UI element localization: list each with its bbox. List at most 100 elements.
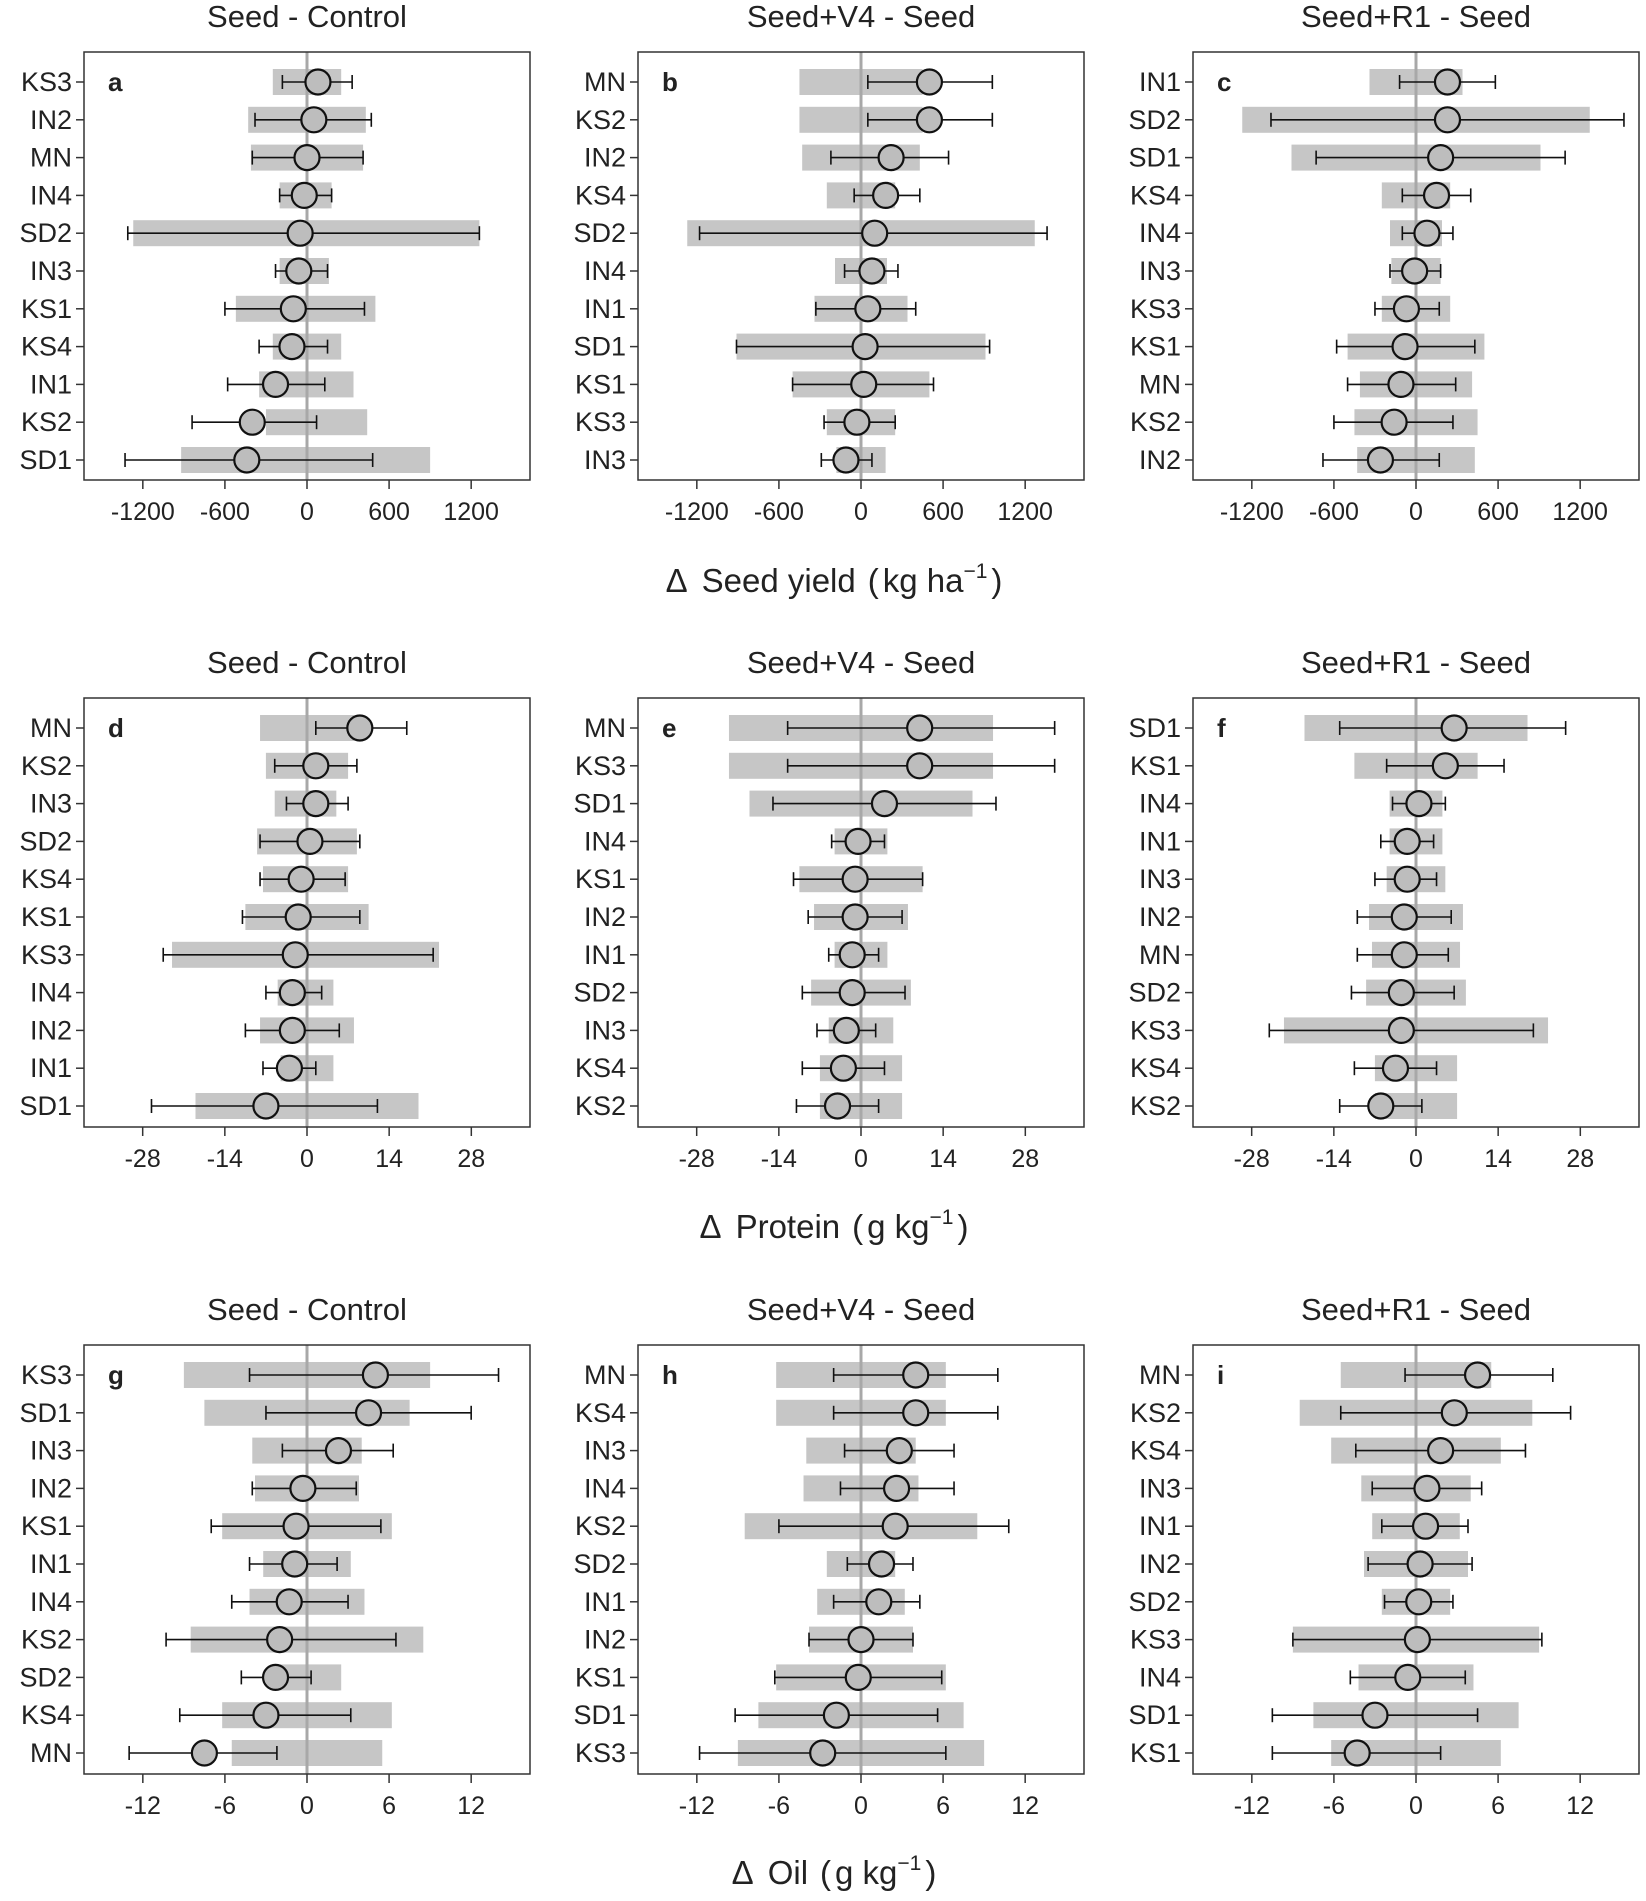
x-tick-label: -14: [1316, 1145, 1352, 1173]
x-tick-label: 600: [368, 498, 410, 526]
x-tick-label: -28: [679, 1145, 715, 1173]
mean-point-in2: [1406, 1550, 1434, 1578]
mean-point-in1: [1433, 68, 1462, 96]
x-tick-label: 0: [854, 498, 868, 526]
row-label: KS2: [575, 105, 626, 135]
mean-point-in1: [281, 1550, 309, 1578]
mean-point-sd2: [838, 978, 866, 1007]
mean-point-ks2: [302, 752, 330, 780]
panel-title: Seed - Control: [207, 1292, 407, 1327]
row-label: IN3: [30, 1436, 72, 1466]
mean-point-ks1: [844, 1663, 872, 1692]
row-label: IN1: [1139, 826, 1181, 856]
mean-point-ks2: [915, 106, 944, 134]
mean-point-in2: [289, 1474, 317, 1503]
mean-point-in4: [1413, 219, 1441, 247]
mean-point-ks2: [1380, 408, 1408, 436]
row-label: MN: [1139, 940, 1181, 970]
x-tick-label: -1200: [665, 498, 729, 526]
delta-symbol: Δ: [732, 1854, 754, 1891]
row-label: IN1: [584, 1587, 626, 1617]
mean-point-ks1: [282, 1512, 310, 1540]
mean-point-in4: [278, 978, 306, 1007]
row-label: KS4: [575, 1398, 626, 1428]
row-label: KS1: [575, 864, 626, 894]
mean-point-mn: [293, 144, 321, 172]
x-tick-label: -600: [754, 498, 804, 526]
panel-title: Seed - Control: [207, 645, 407, 680]
row-label: IN4: [30, 180, 72, 210]
x-tick-label: -1200: [111, 498, 175, 526]
x-tick-label: 6: [382, 1792, 396, 1820]
mean-point-ks3: [1392, 295, 1421, 323]
mean-point-in2: [278, 1016, 306, 1045]
row-label: MN: [30, 143, 72, 173]
delta-symbol: Δ: [666, 562, 688, 599]
panel-title: Seed+V4 - Seed: [747, 645, 975, 680]
quantity-name: Oil: [768, 1854, 808, 1891]
row-label: KS1: [575, 1662, 626, 1692]
row-label: IN4: [1139, 218, 1181, 248]
mean-point-ks3: [809, 1739, 837, 1767]
row-label: SD1: [573, 332, 626, 362]
row-label: IN3: [1139, 1473, 1181, 1503]
paren-open: (: [868, 562, 879, 599]
x-tick-label: 0: [854, 1792, 868, 1820]
mean-point-in1: [865, 1588, 893, 1616]
row-label: KS2: [1130, 1398, 1181, 1428]
panel-title: Seed+R1 - Seed: [1301, 645, 1531, 680]
mean-point-ks3: [361, 1361, 390, 1389]
mean-point-in1: [1411, 1512, 1440, 1540]
mean-point-mn: [906, 714, 934, 742]
mean-point-ks4: [1427, 1436, 1455, 1465]
mean-point-in4: [275, 1588, 303, 1616]
row-label: IN3: [584, 1015, 626, 1045]
row-label: IN1: [1139, 67, 1181, 97]
row-label: KS1: [21, 1511, 72, 1541]
panel-letter: e: [662, 713, 676, 743]
mean-point-sd2: [1433, 106, 1462, 134]
mean-point-ks1: [284, 903, 312, 931]
mean-point-in2: [1390, 903, 1418, 931]
mean-point-ks4: [1422, 181, 1451, 209]
row-label: IN2: [30, 1015, 72, 1045]
row-label: IN2: [1139, 902, 1181, 932]
mean-point-ks2: [266, 1625, 294, 1654]
x-tick-label: -12: [1234, 1792, 1270, 1820]
mean-point-ks2: [1367, 1092, 1395, 1120]
x-tick-label: 0: [854, 1145, 868, 1173]
mean-point-sd2: [286, 219, 314, 247]
mean-point-in3: [1393, 865, 1421, 893]
row-label: KS3: [575, 407, 626, 437]
mean-point-sd1: [233, 446, 261, 474]
row-label: KS3: [21, 1360, 72, 1390]
mean-point-mn: [346, 714, 374, 742]
mean-point-in3: [832, 446, 860, 474]
mean-point-mn: [1463, 1361, 1492, 1389]
row-label: KS4: [21, 1700, 72, 1730]
paren-close: ): [957, 1208, 968, 1245]
row-label: MN: [584, 1360, 626, 1390]
mean-point-in1: [838, 941, 866, 969]
mean-point-in4: [290, 181, 318, 209]
row-label: IN2: [30, 1473, 72, 1503]
x-tick-label: 12: [457, 1792, 485, 1820]
x-tick-label: -6: [1323, 1792, 1345, 1820]
mean-point-sd1: [1440, 714, 1468, 742]
panel-title: Seed+V4 - Seed: [747, 0, 975, 34]
row-label: SD2: [573, 218, 626, 248]
mean-point-ks1: [279, 295, 307, 323]
mean-point-sd2: [861, 219, 889, 247]
mean-point-in3: [1413, 1474, 1441, 1503]
x-axis-label-1: Δ Seed yield (kg ha−1): [666, 560, 1003, 599]
row-label: SD2: [1128, 105, 1181, 135]
row-label: KS2: [21, 1625, 72, 1655]
x-tick-label: 6: [1491, 1792, 1505, 1820]
unit-exponent: −1: [963, 560, 987, 583]
x-tick-label: -600: [200, 498, 250, 526]
row-label: IN3: [1139, 864, 1181, 894]
x-tick-label: 0: [1409, 498, 1423, 526]
unit-text: kg ha: [883, 562, 964, 599]
row-label: KS4: [575, 180, 626, 210]
row-label: KS4: [1130, 1053, 1181, 1083]
